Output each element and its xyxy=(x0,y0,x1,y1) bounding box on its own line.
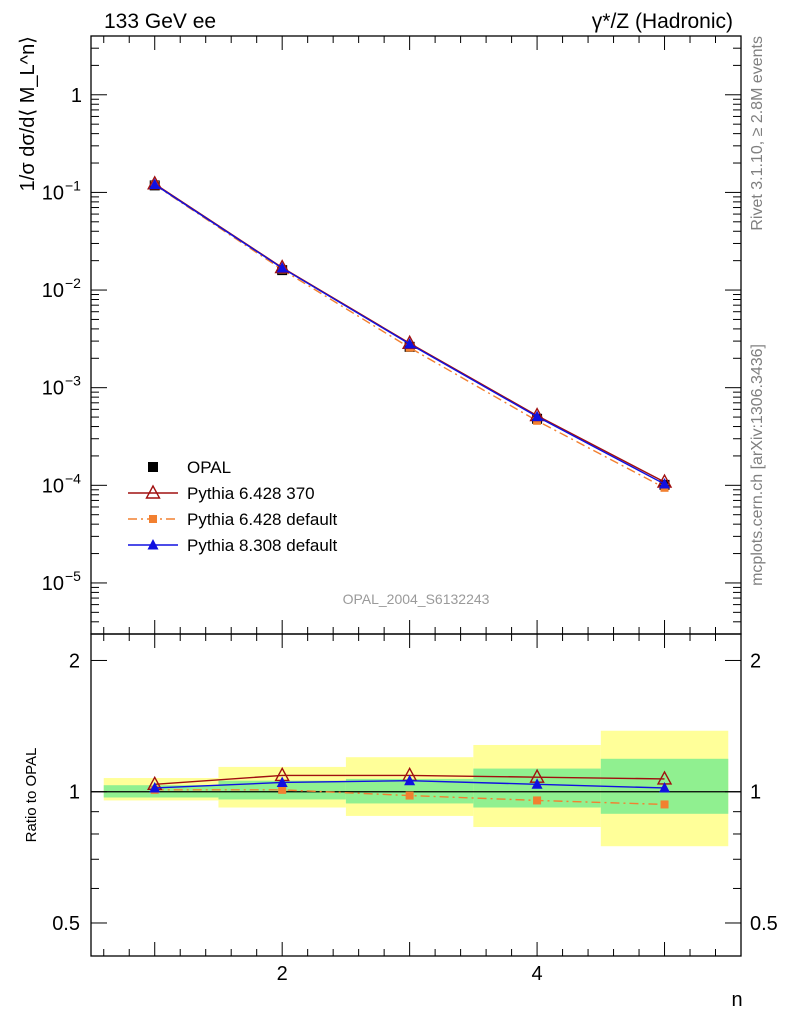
legend-label: Pythia 6.428 default xyxy=(187,510,338,529)
header-process: γ*/Z (Hadronic) xyxy=(592,10,733,33)
y-tick-label-exponent: −4 xyxy=(65,470,81,486)
y-tick-label: 10 xyxy=(42,280,64,302)
ratio-panel: 0.5 0.5 1 1 2 2 2 4 Ratio to OPAL n xyxy=(23,633,778,1011)
data-point-pythia8 xyxy=(531,410,543,422)
data-point-pythia8 xyxy=(276,776,288,787)
x-axis-label: n xyxy=(731,989,742,1011)
data-point-pythia6-default xyxy=(278,785,287,794)
data-point-pythia6-default xyxy=(405,791,414,800)
ratio-y-tick-label: 1 xyxy=(69,782,80,804)
y-tick-label-exponent: −1 xyxy=(65,177,81,193)
series-line xyxy=(154,183,665,483)
main-panel: 10−510−410−310−210 −111/σ dσ/d⟨ M_L^n⟩OPA… xyxy=(17,35,742,635)
data-point-pythia6-default xyxy=(660,800,669,809)
ratio-y-tick-label-right: 0.5 xyxy=(750,913,778,935)
data-point-pythia8 xyxy=(404,338,416,349)
data-point-pythia6-370 xyxy=(145,484,161,499)
y-tick-label: 1 xyxy=(71,85,82,107)
y-tick-label: 10 xyxy=(42,378,64,400)
ratio-y-tick-label: 2 xyxy=(69,650,80,672)
data-point-pythia8 xyxy=(404,774,416,786)
ratio-plot-frame xyxy=(90,633,742,957)
y-tick-label-exponent: −5 xyxy=(65,568,81,584)
y-tick-label-exponent: −2 xyxy=(65,275,81,291)
side-label-mcplots: mcplots.cern.ch [arXiv:1306.3436] xyxy=(749,344,766,586)
y-tick-label: 10 xyxy=(42,573,64,595)
data-point-pythia8 xyxy=(531,778,543,789)
data-point-opal xyxy=(148,462,158,472)
header-energy: 133 GeV ee xyxy=(104,10,216,33)
watermark: OPAL_2004_S6132243 xyxy=(343,591,490,607)
legend-label: Pythia 6.428 370 xyxy=(187,484,315,503)
series-line xyxy=(154,184,665,489)
data-point-pythia8 xyxy=(149,781,161,793)
data-point-pythia8 xyxy=(149,178,161,190)
ratio-y-tick-label-right: 1 xyxy=(750,782,761,804)
data-point-pythia8 xyxy=(659,478,671,489)
legend-label: Pythia 8.308 default xyxy=(187,536,338,555)
side-label-rivet: Rivet 3.1.10, ≥ 2.8M events xyxy=(749,36,766,231)
y-axis-label: 1/σ dσ/d⟨ M_L^n⟩ xyxy=(17,36,39,191)
y-tick-label: 10 xyxy=(42,475,64,497)
data-point-pythia8 xyxy=(659,781,671,793)
data-point-pythia6-default xyxy=(533,796,542,805)
data-point-pythia8 xyxy=(147,539,159,550)
x-tick-label: 2 xyxy=(277,963,288,985)
y-tick-label-exponent: −3 xyxy=(65,373,81,389)
x-tick-label: 4 xyxy=(532,963,543,985)
series-line xyxy=(154,183,665,485)
ratio-y-axis-label: Ratio to OPAL xyxy=(23,748,40,843)
data-point-pythia6-default xyxy=(149,515,157,523)
ratio-y-tick-label-right: 2 xyxy=(750,650,761,672)
ratio-y-tick-label: 0.5 xyxy=(52,913,80,935)
data-point-pythia8 xyxy=(276,262,288,273)
legend-label: OPAL xyxy=(187,458,231,477)
y-tick-label: 10 xyxy=(42,182,64,204)
